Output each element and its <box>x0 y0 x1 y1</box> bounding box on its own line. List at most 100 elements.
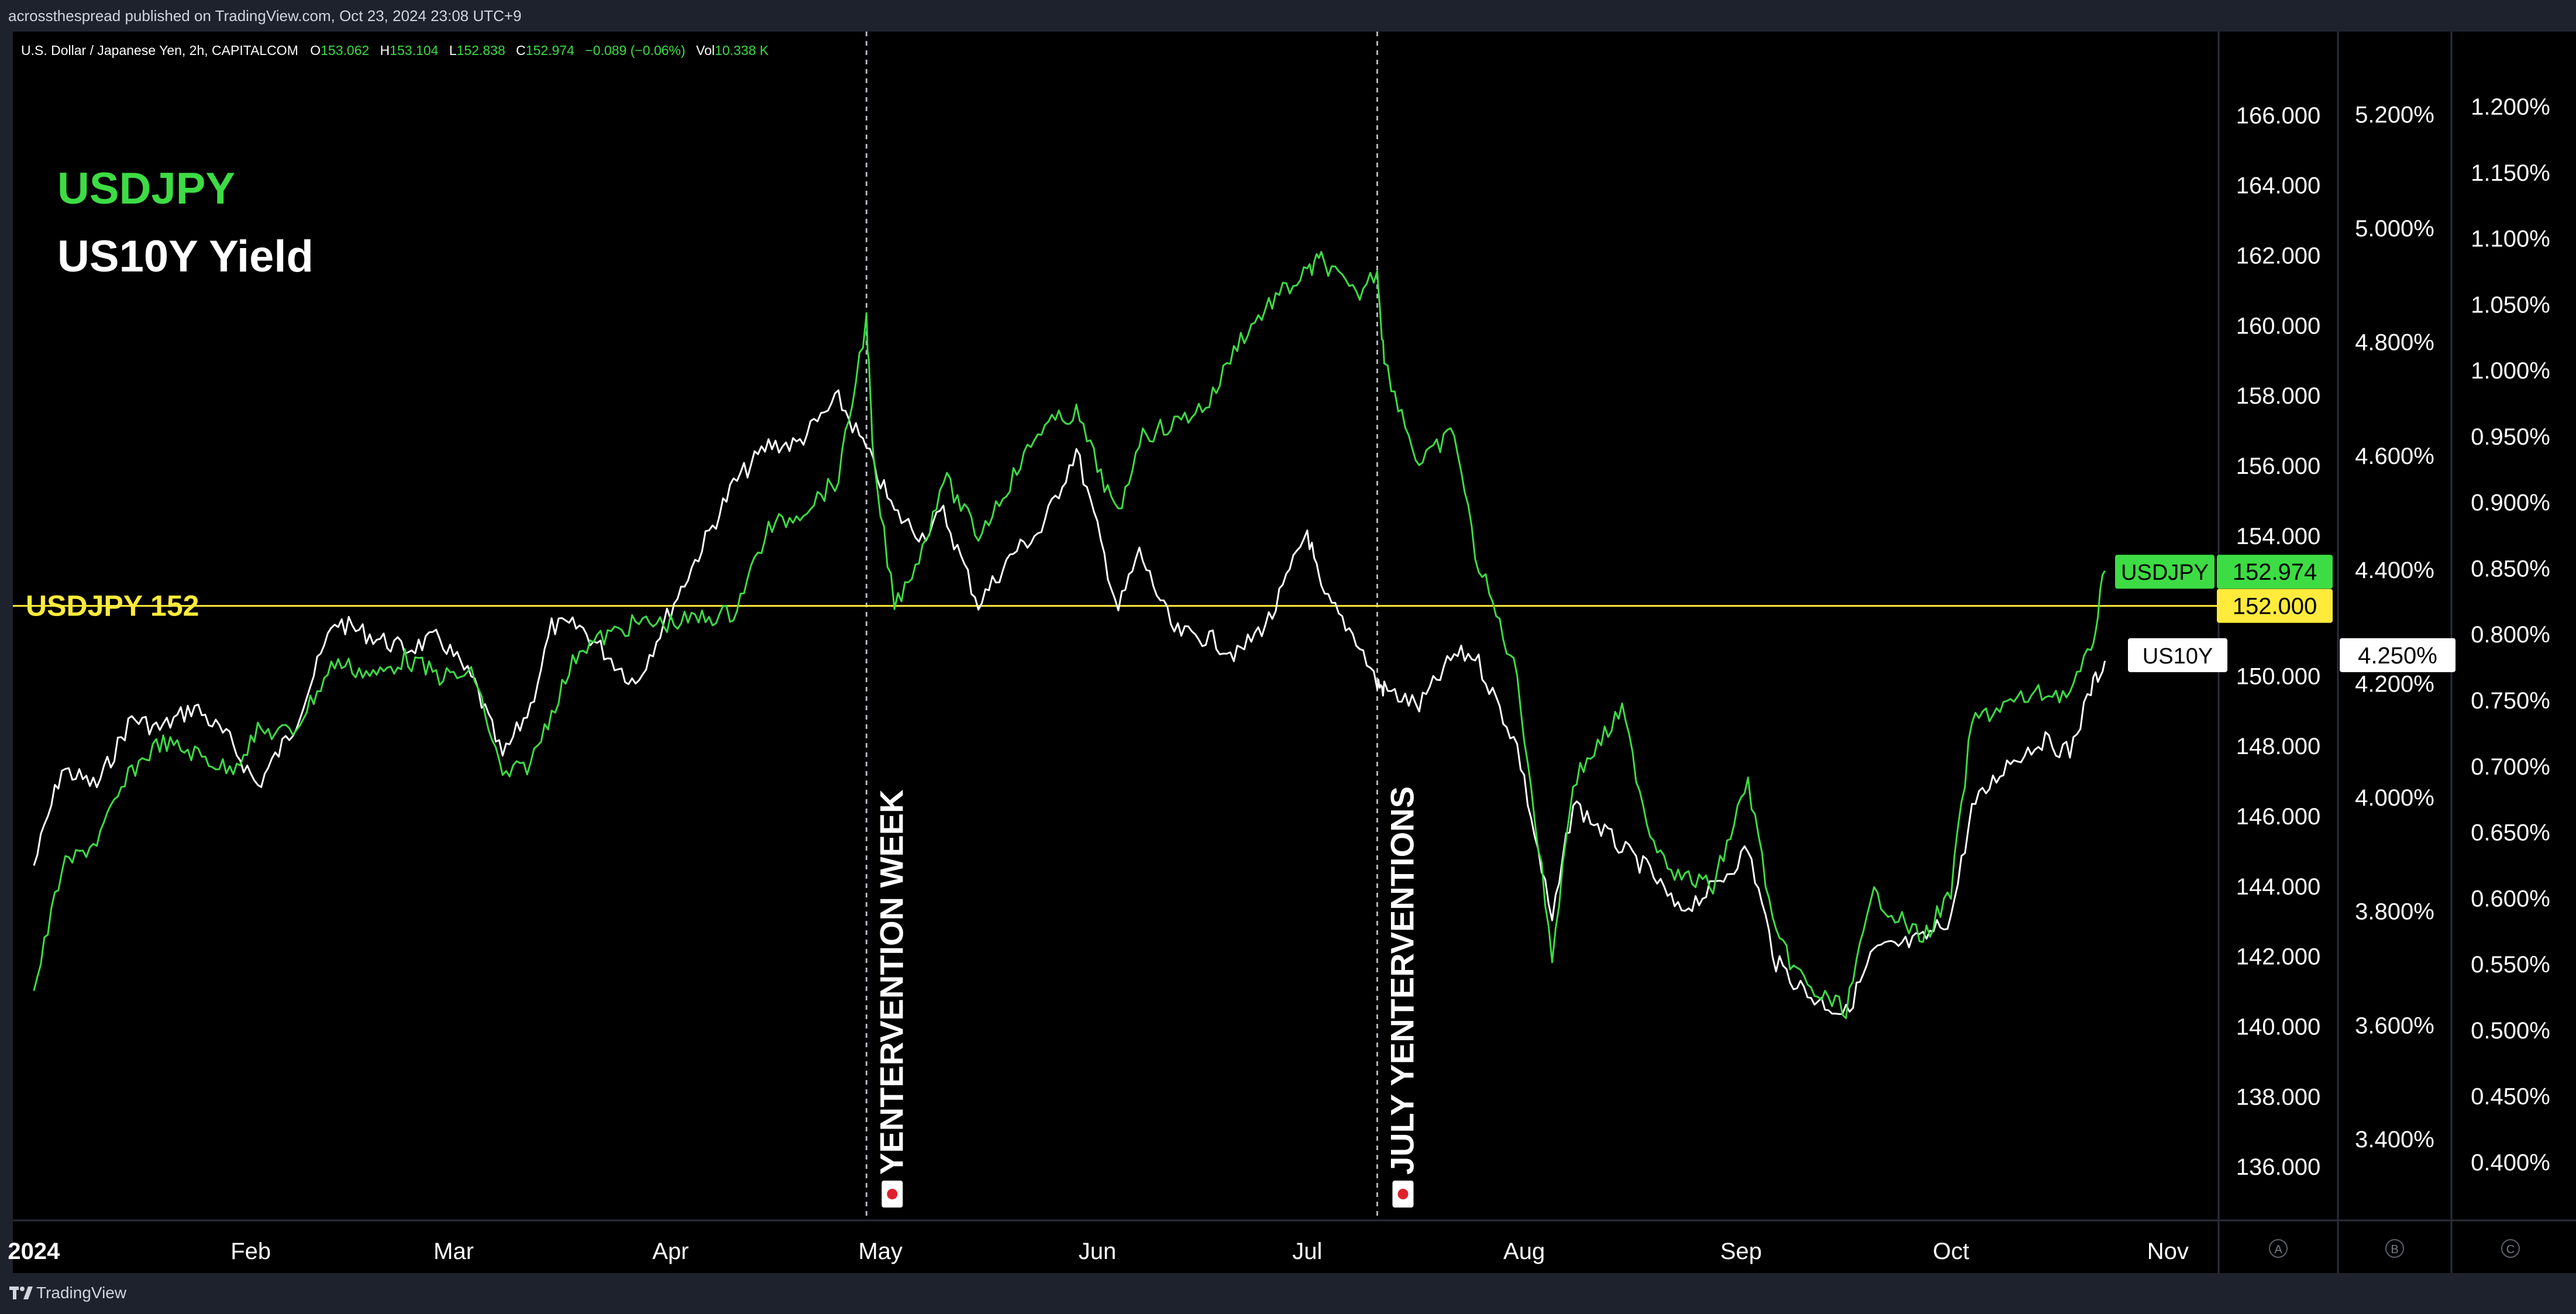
x-tick-label: Oct <box>1933 1239 1969 1264</box>
axis-c-tick: 1.050% <box>2471 292 2550 318</box>
x-tick-label: 2024 <box>8 1239 60 1264</box>
x-tick-label: Feb <box>230 1239 271 1264</box>
axis-b-tick: 3.400% <box>2355 1127 2434 1153</box>
axis-c-tick: 0.750% <box>2471 688 2550 714</box>
axis-b-tick: 4.000% <box>2355 785 2434 811</box>
axis-b-tick: 4.400% <box>2355 558 2434 583</box>
tradingview-logo[interactable]: TradingView <box>9 1284 126 1302</box>
axis-c-tick: 0.450% <box>2471 1084 2550 1110</box>
axis-c-tick: 0.950% <box>2471 424 2550 450</box>
axis-c-tick: 0.850% <box>2471 556 2550 582</box>
axis-a-tick: 150.000 <box>2236 663 2321 689</box>
axis-a-tick: 138.000 <box>2236 1084 2321 1110</box>
axis-a-id-label: A <box>2274 1243 2282 1256</box>
axis-c-tick: 0.400% <box>2471 1150 2550 1175</box>
price-tag-value: 152.974 <box>2233 559 2317 585</box>
axis-c[interactable]: 1.200% 1.150% 1.100% 1.050% 1.000% 0.950% 0.90… <box>2471 94 2550 1258</box>
axis-c-id-label: C <box>2506 1243 2515 1256</box>
legend-symbol: U.S. Dollar / Japanese Yen, 2h, CAPITALC… <box>21 43 298 58</box>
axis-c-tick: 1.200% <box>2471 94 2550 120</box>
axis-a-tick: 144.000 <box>2236 874 2321 900</box>
price-tag-2 <box>2217 589 2333 623</box>
axis-b-tick: 5.200% <box>2355 102 2434 128</box>
left-frame <box>0 32 13 1273</box>
axis-b-tick: 3.800% <box>2355 899 2434 925</box>
axis-b-tick: 4.600% <box>2355 443 2434 469</box>
axis-b-tick: 5.000% <box>2355 216 2434 242</box>
axis-a-tick: 154.000 <box>2236 524 2321 549</box>
axis-a-tick: 156.000 <box>2236 453 2321 479</box>
axis-a-tick: 164.000 <box>2236 173 2321 199</box>
price-tag-3 <box>2340 638 2456 672</box>
series-line-us10y <box>33 389 2106 1015</box>
event-label-2: JULY YENTERVENTIONS <box>1384 786 1421 1175</box>
japan-flag-dot <box>887 1189 898 1199</box>
axis-a-tick: 148.000 <box>2236 734 2321 759</box>
tradingview-logo-icon <box>9 1285 33 1301</box>
axis-a-tick: 140.000 <box>2236 1014 2321 1040</box>
title-us10y: US10Y Yield <box>57 232 314 281</box>
axis-a-tick: 136.000 <box>2236 1154 2321 1180</box>
legend-c-value: 152.974 <box>526 43 574 58</box>
time-axis[interactable]: 2024 Feb Mar Apr May Jun Jul Aug Sep Oct Nov <box>8 1239 2188 1264</box>
axis-c-tick: 0.800% <box>2471 622 2550 648</box>
axis-c-tick: 1.150% <box>2471 160 2550 186</box>
axis-c-tick: 0.650% <box>2471 820 2550 846</box>
axis-c-tick: 1.100% <box>2471 226 2550 252</box>
x-tick-label: Aug <box>1503 1239 1545 1264</box>
legend-vol-value: 10.338 K <box>715 43 769 58</box>
axis-c-tick: 0.700% <box>2471 754 2550 780</box>
x-tick-label: May <box>858 1239 903 1264</box>
axis-c-tick: 0.550% <box>2471 952 2550 978</box>
price-tags: 152.974 USDJPY 152.000 4.250% US10Y <box>2115 555 2456 672</box>
axis-c-tick: 0.900% <box>2471 490 2550 516</box>
axis-c-id-badge[interactable] <box>2501 1239 2520 1258</box>
legend-row: U.S. Dollar / Japanese Yen, 2h, CAPITALC… <box>21 43 769 58</box>
axis-a-tick: 166.000 <box>2236 103 2321 129</box>
series-line-usdjpy <box>33 250 2106 1019</box>
series-group <box>33 250 2106 1019</box>
axis-b-tick: 4.800% <box>2355 330 2434 356</box>
axis-a-tick: 146.000 <box>2236 804 2321 830</box>
event-label-1: YENTERVENTION WEEK <box>873 789 910 1175</box>
chart[interactable]: U.S. Dollar / Japanese Yen, 2h, CAPITALC… <box>0 32 2576 1273</box>
legend-vol-label: Vol <box>696 43 715 58</box>
x-tick-label: Apr <box>652 1239 688 1264</box>
axis-b[interactable]: 5.200% 5.000% 4.800% 4.600% 4.400% 4.200% 4.00… <box>2355 102 2434 1258</box>
publisher-text: acrossthespread published on TradingView… <box>8 7 522 25</box>
x-tick-label: Jul <box>1292 1239 1322 1264</box>
axis-b-tick: 4.200% <box>2355 671 2434 697</box>
level-line-group: USDJPY 152 <box>13 590 2217 622</box>
japan-flag-dot <box>1397 1189 1408 1199</box>
series-name-tag-us10y <box>2128 638 2227 672</box>
legend-l-value: 152.838 <box>457 43 505 58</box>
axis-c-tick: 1.000% <box>2471 358 2550 384</box>
level-152-label: USDJPY 152 <box>26 590 199 622</box>
legend-o-label: O <box>310 43 321 58</box>
axis-a-tick: 160.000 <box>2236 313 2321 339</box>
price-tag-1 <box>2217 555 2333 589</box>
legend-c-label: C <box>516 43 526 58</box>
legend-o-value: 153.062 <box>321 43 369 58</box>
legend-l-label: L <box>449 43 457 58</box>
legend-change: −0.089 (−0.06%) <box>585 43 685 58</box>
series-name-tag-label: USDJPY <box>2121 560 2209 585</box>
axis-c-tick: 0.500% <box>2471 1018 2550 1044</box>
legend-h-value: 153.104 <box>390 43 438 58</box>
axis-a-id-badge[interactable] <box>2269 1239 2288 1258</box>
price-tag-value: 152.000 <box>2233 594 2317 620</box>
legend-h-label: H <box>380 43 390 58</box>
tradingview-brand: TradingView <box>36 1284 127 1302</box>
axis-b-id-badge[interactable] <box>2385 1239 2404 1258</box>
x-tick-label: Mar <box>433 1239 474 1264</box>
vertical-lines: YENTERVENTION WEEK JULY YENTERVENTIONS <box>865 32 1421 1220</box>
x-tick-label: Nov <box>2147 1239 2189 1264</box>
series-name-tag-label: US10Y <box>2143 644 2213 669</box>
axis-b-tick: 3.600% <box>2355 1013 2434 1038</box>
price-tag-value: 4.250% <box>2358 643 2437 669</box>
x-tick-label: Jun <box>1079 1239 1117 1264</box>
axis-a-tick: 162.000 <box>2236 243 2321 269</box>
publisher-bar: acrossthespread published on TradingView… <box>0 0 2576 32</box>
footer-bar: TradingView <box>0 1273 2576 1314</box>
axis-a-tick: 142.000 <box>2236 944 2321 970</box>
